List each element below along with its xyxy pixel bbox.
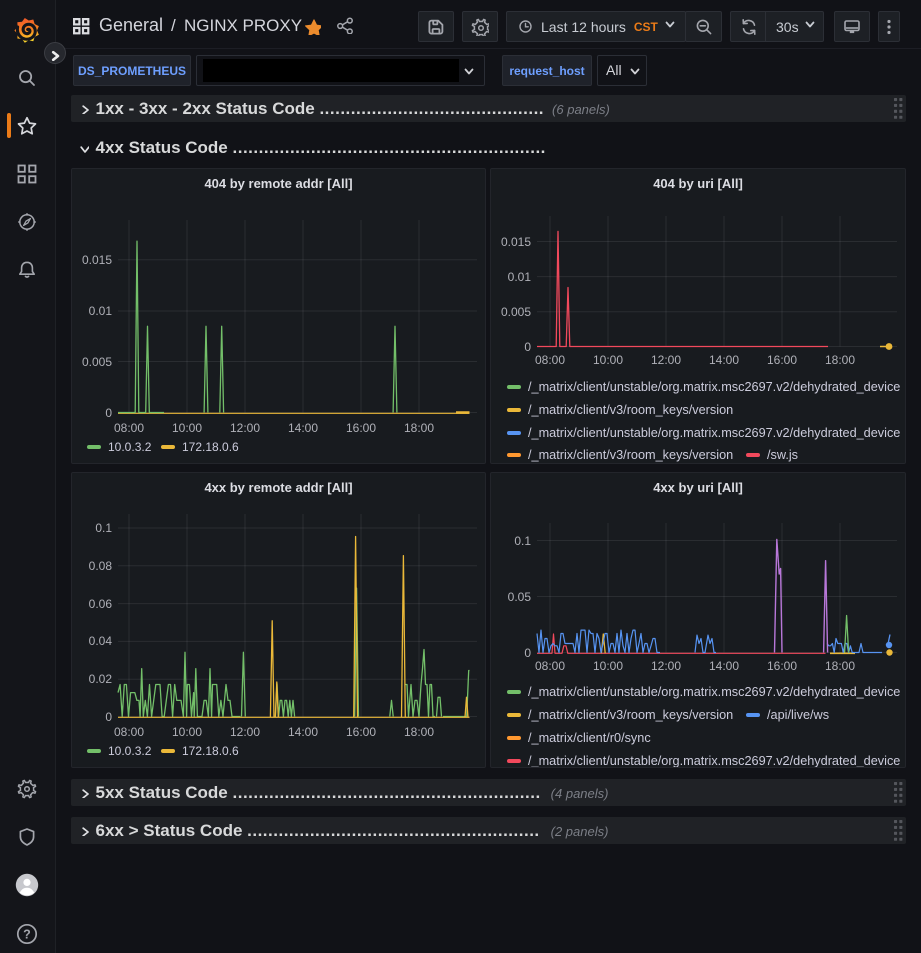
svg-text:?: ?	[23, 927, 31, 941]
